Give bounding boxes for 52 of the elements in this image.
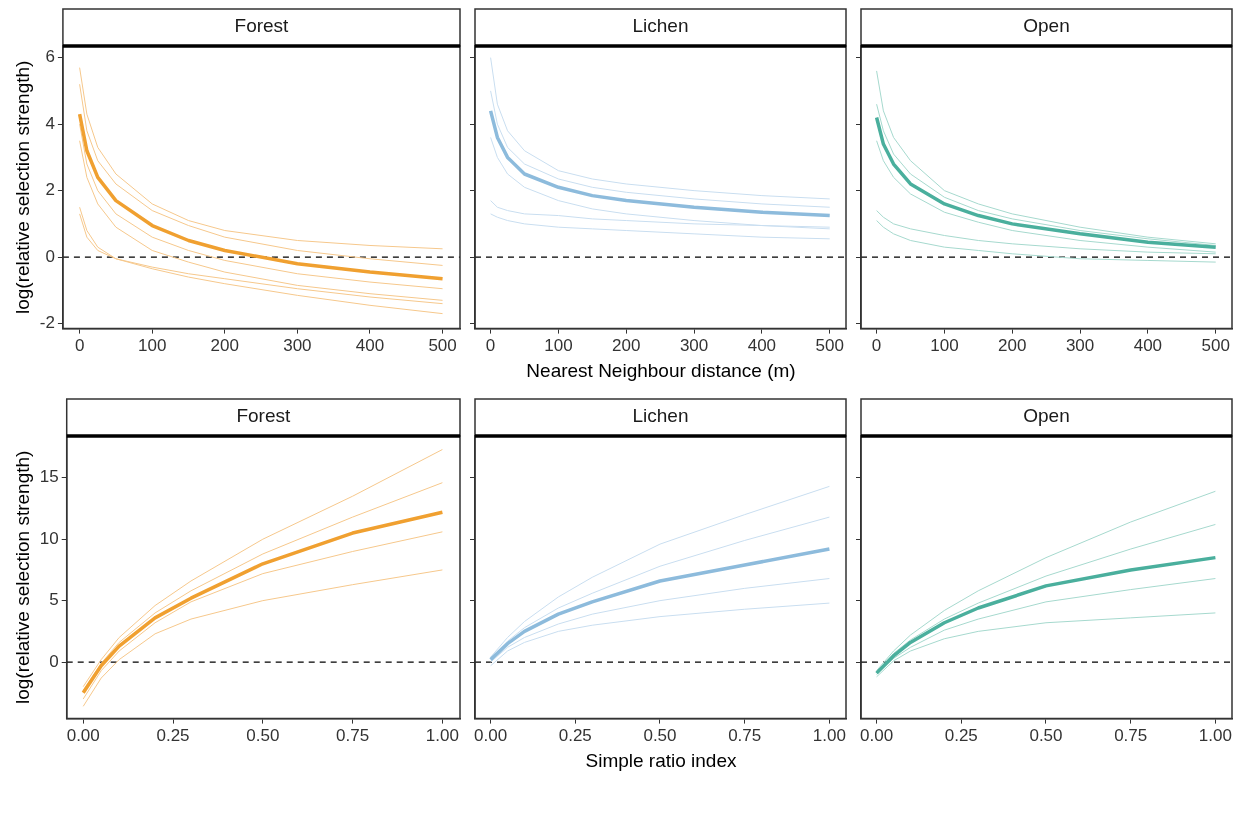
y-tick-label: 0 [49, 651, 59, 671]
y-tick-label: 4 [45, 113, 55, 133]
x-tick-label: 0.50 [246, 726, 280, 746]
y-tick-label: 2 [45, 180, 55, 200]
x-tick-label: 100 [544, 336, 573, 356]
x-tick-label: 400 [1133, 336, 1163, 356]
x-tick-label: 0.50 [643, 726, 677, 746]
x-tick-label: 0.25 [944, 726, 978, 746]
y-tick-label: 0 [45, 246, 55, 266]
x-tick-label: 0.75 [728, 726, 762, 746]
x-tick-label: 200 [612, 336, 641, 356]
x-tick-label: 1.00 [1198, 726, 1232, 746]
y-axis-title: log(relative selection strength) [11, 60, 33, 315]
y-tick-label: 5 [49, 590, 59, 610]
x-tick-label: 0.75 [336, 726, 370, 746]
x-tick-label: 300 [283, 336, 312, 356]
x-tick-label: 0.75 [1114, 726, 1148, 746]
x-tick-label: 100 [138, 336, 167, 356]
y-tick-label: 6 [45, 47, 55, 67]
x-tick-label: 500 [1201, 336, 1230, 356]
x-tick-label: 500 [815, 336, 844, 356]
x-axis-title: Nearest Neighbour distance (m) [526, 360, 796, 381]
y-tick-label: 10 [39, 528, 59, 548]
y-tick-label: 15 [39, 467, 59, 487]
x-tick-label: 0.50 [1029, 726, 1063, 746]
x-tick-label: 0.25 [156, 726, 190, 746]
x-tick-label: 0.00 [860, 726, 894, 746]
y-tick-label: -2 [39, 313, 55, 333]
x-tick-label: 500 [428, 336, 457, 356]
x-tick-label: 0.25 [558, 726, 592, 746]
x-tick-label: 0.00 [66, 726, 100, 746]
chart-title: Forest [236, 405, 291, 427]
chart-title: Open [1023, 405, 1070, 427]
chart-title: Open [1023, 15, 1070, 37]
x-tick-label: 1.00 [425, 726, 459, 746]
x-tick-label: 300 [679, 336, 709, 356]
x-tick-label: 400 [747, 336, 777, 356]
x-tick-label: 200 [210, 336, 239, 356]
chart-title: Lichen [632, 405, 689, 427]
x-tick-label: 0 [485, 336, 496, 356]
x-tick-label: 0 [871, 336, 882, 356]
x-tick-label: 0.00 [474, 726, 508, 746]
x-axis-title: Simple ratio index [585, 750, 737, 771]
x-tick-label: 1.00 [812, 726, 846, 746]
x-tick-label: 400 [355, 336, 385, 356]
chart-title: Lichen [632, 15, 689, 37]
x-tick-label: 300 [1065, 336, 1095, 356]
x-tick-label: 100 [930, 336, 959, 356]
y-axis-title: log(relative selection strength) [11, 450, 33, 705]
chart-title: Forest [234, 15, 290, 37]
x-tick-label: 0 [74, 336, 85, 356]
x-tick-label: 200 [998, 336, 1027, 356]
